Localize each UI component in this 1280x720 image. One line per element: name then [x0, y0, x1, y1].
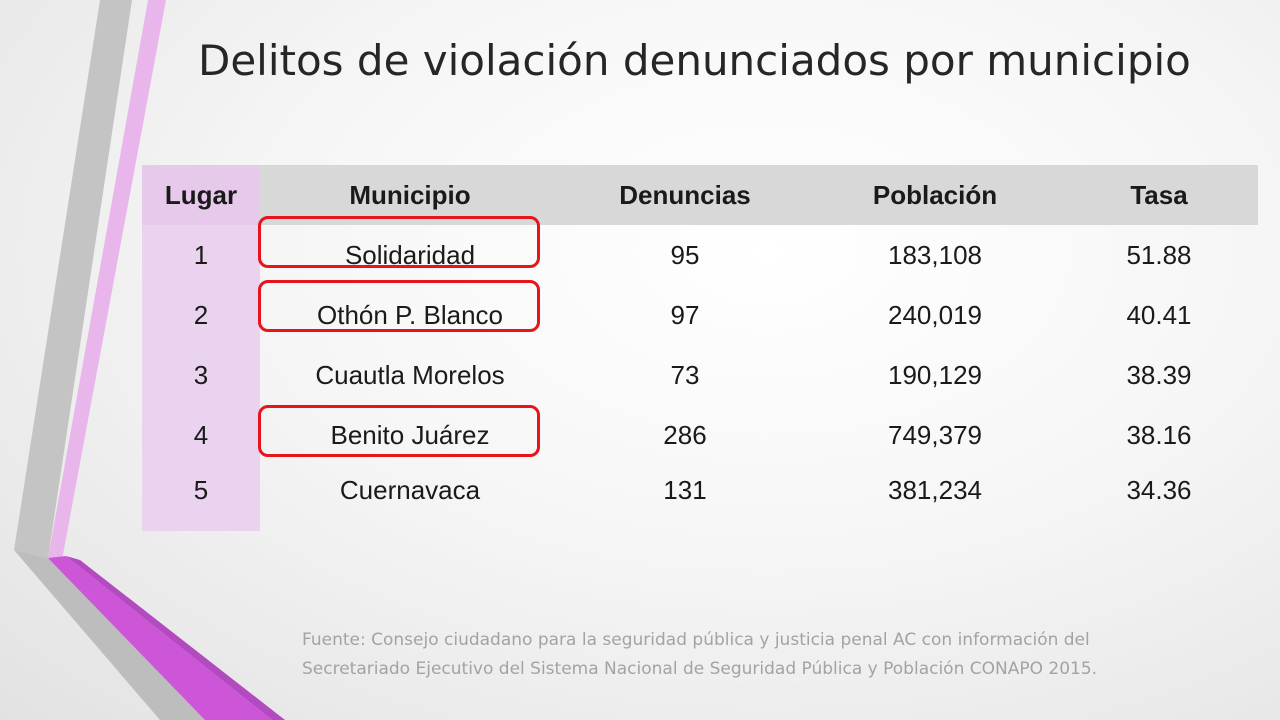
cell-municipio: Cuernavaca	[339, 475, 481, 505]
header-tasa: Tasa	[1060, 165, 1258, 225]
lilac-stripe	[48, 0, 166, 560]
source-note: Fuente: Consejo ciudadano para la seguri…	[302, 626, 1262, 684]
highlight-box-benito-juarez	[258, 405, 540, 457]
table-row: 1 Solidaridad 95 183,108 51.88	[142, 225, 1258, 285]
cell-municipio: Othón P. Blanco	[317, 299, 503, 330]
highlight-box-solidaridad	[258, 216, 540, 268]
table-row: 3 Cuautla Morelos 73 190,129 38.39	[142, 345, 1258, 405]
magenta-stripe	[48, 556, 272, 720]
cell-tasa: 34.36	[1126, 475, 1192, 505]
cell-tasa: 38.16	[1126, 419, 1192, 450]
cell-tasa: 51.88	[1126, 239, 1192, 270]
cell-lugar: 3	[142, 345, 260, 405]
cell-municipio: Benito Juárez	[330, 419, 490, 450]
source-line-2: Secretariado Ejecutivo del Sistema Nacio…	[302, 659, 1098, 679]
table-row: 2 Othón P. Blanco 97 240,019 40.41	[142, 285, 1258, 345]
cell-denuncias: 97	[670, 299, 700, 330]
source-line-1: Fuente: Consejo ciudadano para la seguri…	[302, 630, 1090, 650]
cell-denuncias: 73	[670, 359, 700, 390]
cell-poblacion: 183,108	[888, 239, 982, 270]
cell-poblacion: 381,234	[888, 475, 982, 505]
highlight-box-othon-p-blanco	[258, 280, 540, 332]
slide-title: Delitos de violación denunciados por mun…	[198, 36, 1191, 85]
cell-poblacion: 749,379	[888, 419, 982, 450]
header-poblacion: Población	[810, 165, 1060, 225]
cell-municipio: Cuautla Morelos	[315, 359, 505, 390]
cell-municipio: Solidaridad	[344, 239, 476, 270]
gray-stripe	[14, 0, 132, 558]
cell-poblacion: 240,019	[888, 299, 982, 330]
cell-tasa: 40.41	[1126, 299, 1192, 330]
cell-lugar: 2	[142, 285, 260, 345]
header-denuncias: Denuncias	[560, 165, 810, 225]
municipality-table: Lugar Municipio Denuncias Población Tasa…	[142, 165, 1258, 531]
cell-lugar: 1	[142, 225, 260, 285]
table-row: 4 Benito Juárez 286 749,379 38.16	[142, 405, 1258, 465]
header-municipio: Municipio	[260, 165, 560, 225]
cell-lugar: 4	[142, 405, 260, 465]
table-header-row: Lugar Municipio Denuncias Población Tasa	[142, 165, 1258, 225]
cell-denuncias: 95	[670, 239, 700, 270]
header-lugar: Lugar	[142, 165, 260, 225]
cell-lugar: 5	[142, 465, 260, 531]
cell-denuncias: 286	[663, 419, 707, 450]
cell-poblacion: 190,129	[888, 359, 982, 390]
table-row: 5 Cuernavaca 131 381,234 34.36	[142, 465, 1258, 531]
cell-tasa: 38.39	[1126, 359, 1192, 390]
cell-denuncias: 131	[663, 475, 707, 505]
magenta-stripe-shade	[66, 556, 285, 720]
